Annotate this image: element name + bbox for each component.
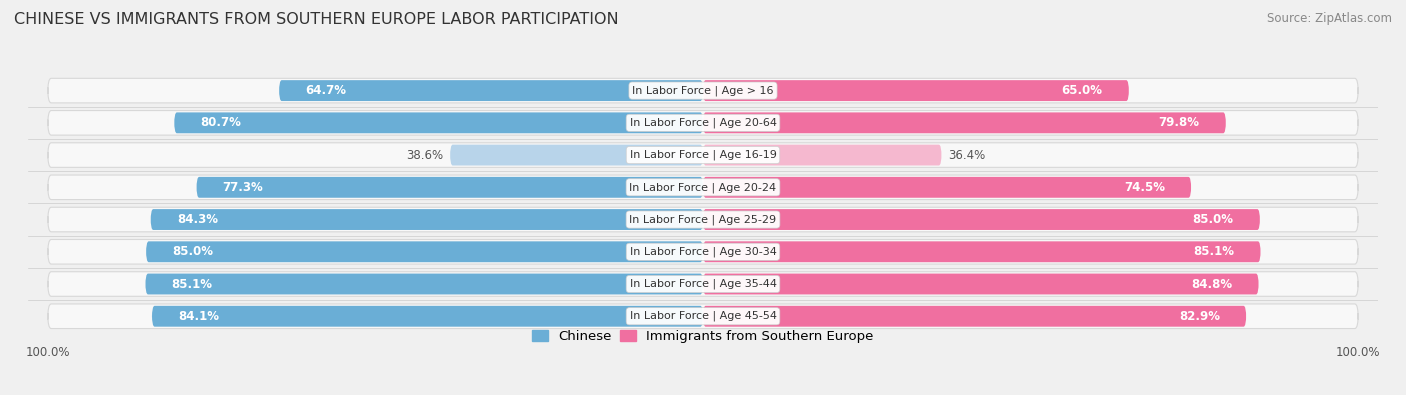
FancyBboxPatch shape <box>48 78 1358 103</box>
FancyBboxPatch shape <box>703 209 1260 230</box>
Text: 80.7%: 80.7% <box>201 117 242 129</box>
FancyBboxPatch shape <box>703 274 1258 294</box>
Text: 85.0%: 85.0% <box>1192 213 1233 226</box>
Text: 84.8%: 84.8% <box>1191 278 1233 290</box>
FancyBboxPatch shape <box>278 80 703 101</box>
FancyBboxPatch shape <box>703 241 1261 262</box>
FancyBboxPatch shape <box>174 113 703 133</box>
FancyBboxPatch shape <box>703 145 942 166</box>
FancyBboxPatch shape <box>703 306 1246 327</box>
Text: 64.7%: 64.7% <box>305 84 346 97</box>
Text: 38.6%: 38.6% <box>406 149 443 162</box>
Text: 85.1%: 85.1% <box>172 278 212 290</box>
Text: 65.0%: 65.0% <box>1062 84 1102 97</box>
FancyBboxPatch shape <box>48 272 1358 296</box>
Text: Source: ZipAtlas.com: Source: ZipAtlas.com <box>1267 12 1392 25</box>
FancyBboxPatch shape <box>48 111 1358 135</box>
Text: In Labor Force | Age 20-24: In Labor Force | Age 20-24 <box>630 182 776 192</box>
Text: In Labor Force | Age 35-44: In Labor Force | Age 35-44 <box>630 279 776 289</box>
FancyBboxPatch shape <box>703 113 1226 133</box>
FancyBboxPatch shape <box>48 239 1358 264</box>
Text: 79.8%: 79.8% <box>1159 117 1199 129</box>
Text: In Labor Force | Age 16-19: In Labor Force | Age 16-19 <box>630 150 776 160</box>
FancyBboxPatch shape <box>150 209 703 230</box>
Legend: Chinese, Immigrants from Southern Europe: Chinese, Immigrants from Southern Europe <box>527 325 879 348</box>
Text: In Labor Force | Age 25-29: In Labor Force | Age 25-29 <box>630 214 776 225</box>
Text: CHINESE VS IMMIGRANTS FROM SOUTHERN EUROPE LABOR PARTICIPATION: CHINESE VS IMMIGRANTS FROM SOUTHERN EURO… <box>14 12 619 27</box>
FancyBboxPatch shape <box>450 145 703 166</box>
Text: In Labor Force | Age 20-64: In Labor Force | Age 20-64 <box>630 118 776 128</box>
FancyBboxPatch shape <box>48 304 1358 329</box>
Text: 84.1%: 84.1% <box>179 310 219 323</box>
FancyBboxPatch shape <box>48 207 1358 232</box>
Text: 36.4%: 36.4% <box>948 149 986 162</box>
Text: 74.5%: 74.5% <box>1123 181 1166 194</box>
FancyBboxPatch shape <box>703 80 1129 101</box>
Text: 85.0%: 85.0% <box>173 245 214 258</box>
FancyBboxPatch shape <box>48 175 1358 199</box>
Text: 85.1%: 85.1% <box>1194 245 1234 258</box>
Text: In Labor Force | Age 30-34: In Labor Force | Age 30-34 <box>630 246 776 257</box>
FancyBboxPatch shape <box>197 177 703 198</box>
FancyBboxPatch shape <box>145 274 703 294</box>
FancyBboxPatch shape <box>703 177 1191 198</box>
FancyBboxPatch shape <box>152 306 703 327</box>
FancyBboxPatch shape <box>146 241 703 262</box>
Text: 77.3%: 77.3% <box>222 181 263 194</box>
FancyBboxPatch shape <box>48 143 1358 167</box>
Text: In Labor Force | Age 45-54: In Labor Force | Age 45-54 <box>630 311 776 322</box>
Text: 84.3%: 84.3% <box>177 213 218 226</box>
Text: 82.9%: 82.9% <box>1180 310 1220 323</box>
Text: In Labor Force | Age > 16: In Labor Force | Age > 16 <box>633 85 773 96</box>
